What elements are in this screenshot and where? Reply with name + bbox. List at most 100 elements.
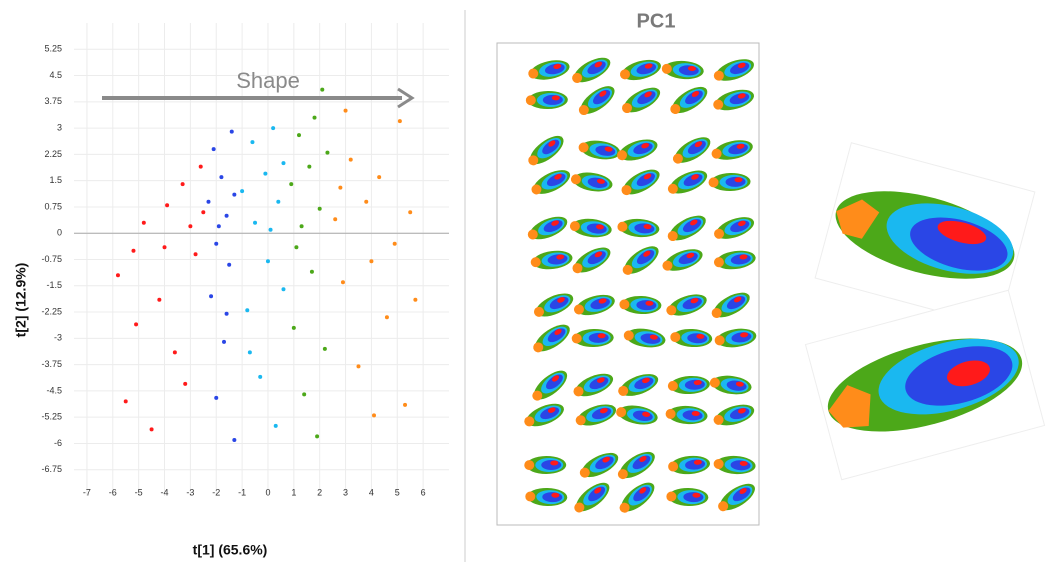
y-tick-label: 5.25 <box>44 44 62 54</box>
point <box>318 207 322 211</box>
point <box>163 245 167 249</box>
seed-panel <box>497 43 759 525</box>
x-tick-label: -1 <box>238 487 246 497</box>
y-axis-label: t[2] (12.9%) <box>13 263 29 338</box>
y-tick-label: -3.75 <box>41 359 62 369</box>
point <box>201 210 205 214</box>
x-tick-label: 6 <box>421 487 426 497</box>
point <box>206 200 210 204</box>
point <box>271 126 275 130</box>
point <box>297 133 301 137</box>
point <box>225 312 229 316</box>
point <box>250 140 254 144</box>
point <box>302 392 306 396</box>
point <box>266 259 270 263</box>
y-tick-label: 3 <box>57 122 62 132</box>
x-tick-label: -5 <box>135 487 143 497</box>
point <box>323 347 327 351</box>
annotation: Shape <box>236 68 300 93</box>
point <box>315 434 319 438</box>
x-tick-label: 4 <box>369 487 374 497</box>
y-tick-label: 1.5 <box>49 175 62 185</box>
point <box>333 217 337 221</box>
y-tick-label: -2.25 <box>41 306 62 316</box>
point <box>253 221 257 225</box>
point <box>165 203 169 207</box>
point <box>199 165 203 169</box>
point <box>341 280 345 284</box>
point <box>209 294 213 298</box>
point <box>263 172 267 176</box>
point <box>403 403 407 407</box>
point <box>307 165 311 169</box>
point <box>289 182 293 186</box>
point <box>219 175 223 179</box>
point <box>292 326 296 330</box>
figure: t[2] (12.9%) t[1] (65.6%) PC1 5.254.53.7… <box>0 0 1049 562</box>
point <box>194 252 198 256</box>
point <box>398 119 402 123</box>
point <box>157 298 161 302</box>
y-tick-label: -3 <box>54 333 62 343</box>
y-tick-label: 3.75 <box>44 96 62 106</box>
point <box>356 364 360 368</box>
point <box>116 273 120 277</box>
x-tick-label: 3 <box>343 487 348 497</box>
panel-title: PC1 <box>637 10 676 32</box>
point <box>276 200 280 204</box>
point <box>124 399 128 403</box>
y-tick-label: -6.75 <box>41 464 62 474</box>
y-tick-label: -6 <box>54 438 62 448</box>
x-tick-label: 1 <box>291 487 296 497</box>
y-tick-label: -0.75 <box>41 254 62 264</box>
point <box>181 182 185 186</box>
x-tick-label: -6 <box>109 487 117 497</box>
point <box>377 175 381 179</box>
point <box>408 210 412 214</box>
y-tick-label: 0 <box>57 228 62 238</box>
point <box>173 350 177 354</box>
point <box>142 221 146 225</box>
y-tick-label: -1.5 <box>46 280 62 290</box>
point <box>320 88 324 92</box>
point <box>413 298 417 302</box>
point <box>245 308 249 312</box>
seed-shape <box>550 460 558 465</box>
point <box>385 315 389 319</box>
point <box>338 186 342 190</box>
point <box>349 158 353 162</box>
seed-shape <box>524 460 534 470</box>
point <box>364 200 368 204</box>
point <box>217 224 221 228</box>
point <box>281 287 285 291</box>
point <box>225 214 229 218</box>
point <box>188 224 192 228</box>
y-tick-label: -4.5 <box>46 385 62 395</box>
point <box>214 396 218 400</box>
point <box>212 147 216 151</box>
point <box>183 382 187 386</box>
point <box>325 151 329 155</box>
x-tick-label: 5 <box>395 487 400 497</box>
point <box>281 161 285 165</box>
seed-closeup <box>805 290 1044 480</box>
point <box>369 259 373 263</box>
point <box>232 193 236 197</box>
point <box>230 130 234 134</box>
point <box>258 375 262 379</box>
y-tick-label: 2.25 <box>44 149 62 159</box>
point <box>227 263 231 267</box>
point <box>150 427 154 431</box>
point <box>294 245 298 249</box>
point <box>222 340 226 344</box>
point <box>393 242 397 246</box>
point <box>344 109 348 113</box>
x-tick-label: 0 <box>265 487 270 497</box>
point <box>274 424 278 428</box>
point <box>269 228 273 232</box>
x-axis-label: t[1] (65.6%) <box>193 542 268 558</box>
y-tick-label: 0.75 <box>44 201 62 211</box>
point <box>240 189 244 193</box>
x-tick-label: -7 <box>83 487 91 497</box>
x-tick-label: -2 <box>212 487 220 497</box>
